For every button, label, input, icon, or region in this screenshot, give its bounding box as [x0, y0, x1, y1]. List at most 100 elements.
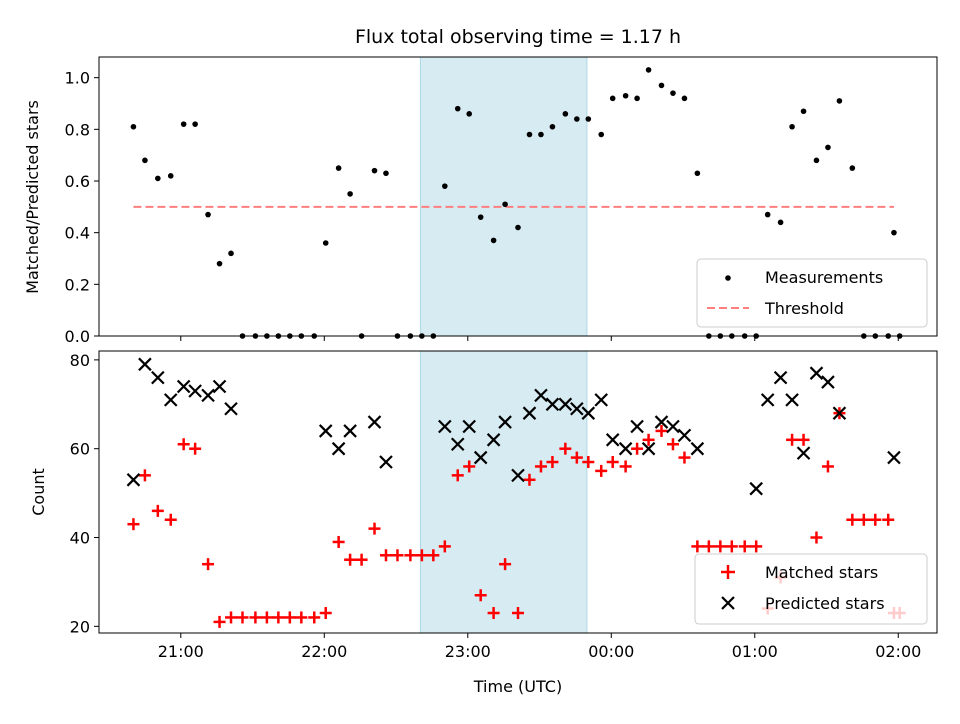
measurement-point — [849, 165, 856, 171]
matched-stars-point — [595, 464, 608, 477]
predicted-stars-point — [760, 393, 775, 407]
measurement-point — [562, 111, 569, 117]
matched-stars-point — [355, 553, 368, 566]
matched-stars-point — [295, 611, 308, 624]
matched-stars-point — [415, 549, 428, 562]
predicted-stars-point — [887, 450, 901, 465]
measurement-point — [538, 131, 544, 138]
measurement-point — [228, 250, 234, 257]
measurement-point — [813, 157, 820, 164]
measurement-point — [825, 144, 831, 151]
measurement-point — [477, 214, 484, 220]
measurement-point — [574, 116, 580, 122]
matched-stars-point — [631, 442, 644, 455]
predicted-stars-point — [641, 441, 656, 456]
measurement-point — [142, 157, 148, 164]
top-y-tick-label: 0.0 — [65, 327, 90, 346]
matched-stars-point — [821, 460, 834, 473]
predicted-stars-point — [151, 370, 165, 385]
matched-stars-point — [534, 460, 547, 473]
matched-stars-point — [272, 611, 285, 624]
top-panel: 0.0 0.2 0.4 0.6 0.8 1.0 Matched/Predicted sta… — [23, 56, 938, 346]
matched-stars-point — [725, 540, 738, 553]
matched-stars-point — [127, 518, 140, 531]
legend-threshold-label: Threshold — [764, 299, 844, 318]
measurement-point — [681, 95, 688, 102]
legend-predicted-label: Predicted stars — [765, 594, 885, 613]
measurement-point — [205, 211, 211, 218]
matched-stars-point — [138, 469, 151, 482]
matched-stars-point — [619, 460, 632, 473]
matched-stars-point — [882, 513, 895, 526]
matched-stars-point — [678, 451, 691, 464]
predicted-stars-point — [498, 415, 512, 429]
predicted-stars-point — [450, 437, 465, 452]
predicted-stars-point — [331, 441, 346, 456]
bottom-highlight-span — [419, 350, 588, 634]
measurement-point — [658, 82, 665, 89]
measurement-point — [442, 183, 448, 189]
matched-stars-point — [666, 438, 679, 451]
x-tick-label: 01:00 — [732, 642, 778, 661]
predicted-stars-point — [809, 366, 824, 380]
matched-stars-point — [786, 433, 799, 446]
matched-stars-point — [225, 611, 238, 624]
matched-stars-point — [655, 424, 668, 437]
predicted-stars-point — [618, 441, 633, 456]
matched-stars-point — [213, 615, 226, 628]
measurement-point — [515, 224, 521, 231]
bottom-panel-frame — [98, 350, 938, 634]
predicted-stars-point — [138, 357, 152, 372]
predicted-stars-point — [677, 428, 692, 443]
measurement-point — [836, 98, 843, 104]
matched-stars-point — [702, 540, 715, 553]
matched-stars-point — [368, 522, 381, 535]
measurement-point — [216, 260, 223, 267]
matched-stars-point — [714, 540, 727, 553]
legend-predicted-marker — [721, 596, 735, 610]
matched-stars-point — [249, 611, 262, 624]
predicted-stars-point — [785, 393, 799, 407]
measurement-point — [800, 108, 807, 115]
measurement-point — [526, 131, 533, 138]
matched-stars-point — [559, 442, 572, 455]
measurement-point — [585, 116, 592, 122]
matched-stars-point — [523, 473, 536, 486]
top-panel-frame — [98, 56, 938, 337]
top-y-tick-label: 0.8 — [65, 120, 90, 139]
legend-measurements-label: Measurements — [765, 268, 883, 287]
matched-stars-point — [691, 540, 704, 553]
measurement-point — [789, 123, 795, 130]
measurement-point — [155, 175, 161, 182]
predicted-stars-point — [367, 415, 382, 429]
matched-stars-point — [379, 549, 392, 562]
matched-stars-point — [606, 456, 619, 469]
measurement-point — [609, 95, 616, 102]
top-legend-box — [696, 258, 928, 328]
predicted-stars-point — [654, 415, 669, 429]
top-highlight-span — [419, 56, 588, 337]
measurement-point — [466, 111, 473, 117]
matched-stars-point — [570, 451, 583, 464]
measurement-point — [454, 105, 461, 112]
predicted-stars-point — [545, 397, 560, 412]
matched-stars-point — [344, 553, 357, 566]
x-tick-label: 22:00 — [301, 642, 347, 661]
matched-stars-point — [499, 558, 512, 571]
measurement-point — [192, 121, 198, 127]
matched-stars-point — [427, 549, 440, 562]
predicted-stars-point — [796, 446, 811, 460]
matched-stars-point — [177, 438, 190, 451]
predicted-stars-point — [821, 375, 835, 389]
matched-stars-point — [332, 535, 345, 548]
matched-stars-point — [438, 540, 451, 553]
measurement-point — [694, 170, 701, 177]
matched-stars-point — [164, 513, 177, 526]
bottom-legend: Matched stars Predicted stars — [694, 553, 928, 625]
measurement-point — [891, 229, 897, 236]
measurement-point — [322, 240, 329, 246]
matched-stars-point — [810, 531, 823, 544]
matched-stars-point — [546, 456, 559, 469]
top-y-tick-label: 0.6 — [65, 172, 90, 191]
x-axis-label: Time (UTC) — [473, 677, 562, 696]
